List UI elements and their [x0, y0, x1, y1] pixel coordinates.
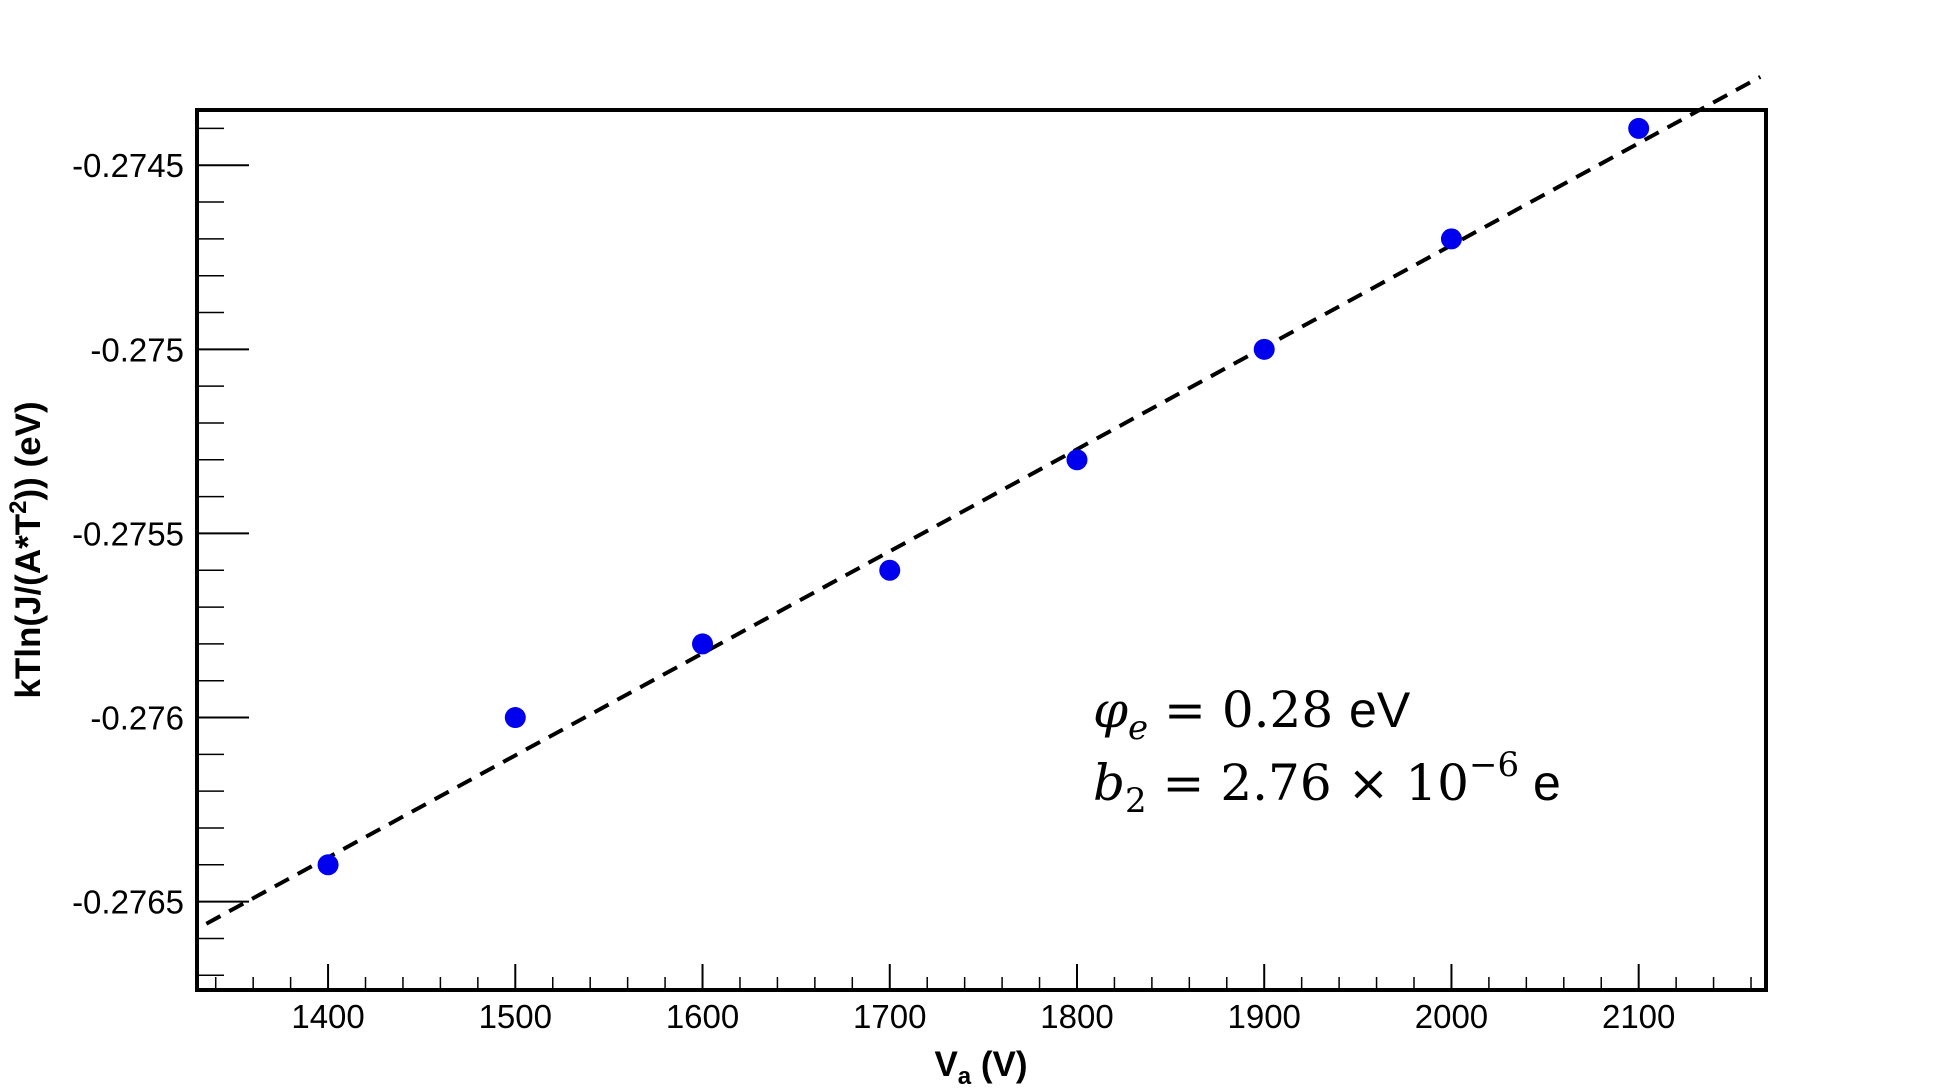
x-major-ticks	[327, 964, 1640, 990]
annotation-phi-symbol: φ	[1093, 681, 1128, 739]
y-axis-title-unit: )) (eV)	[9, 401, 48, 500]
y-tick-labels: -0.2765 -0.276 -0.2755 -0.275 -0.2745	[72, 147, 184, 920]
annotation-b2: b2 = 2.76 × 10−6 e	[1093, 745, 1561, 821]
x-axis-title-unit: (V)	[971, 1045, 1027, 1084]
annotation-phi: φe = 0.28 eV	[1093, 681, 1411, 748]
x-tick-label: 1400	[291, 998, 364, 1035]
data-point	[1066, 449, 1088, 471]
y-axis-title-sup: 2	[5, 501, 32, 514]
y-minor-ticks	[197, 127, 224, 977]
x-tick-label: 2000	[1415, 998, 1488, 1035]
annotation-phi-eq: = 0.28	[1148, 681, 1349, 739]
y-axis-title: kTln(J/(A*T2)) (eV)	[5, 401, 48, 698]
annotation-b-unit: e	[1519, 755, 1561, 811]
x-tick-label: 1600	[666, 998, 739, 1035]
annotation-b-eq: = 2.76 × 10	[1147, 754, 1469, 812]
data-point	[504, 707, 526, 729]
x-axis-title-sub: a	[958, 1063, 972, 1090]
x-tick-labels: 1400 1500 1600 1700 1800 1900 2000 2100	[291, 998, 1675, 1035]
annotation-b-sub: 2	[1125, 781, 1147, 821]
plot-frame	[195, 108, 1768, 992]
fit-line	[205, 75, 1762, 926]
annotation-phi-sub: e	[1128, 708, 1148, 748]
x-tick-label: 2100	[1602, 998, 1675, 1035]
data-point	[1253, 338, 1275, 360]
y-tick-label: -0.276	[90, 700, 184, 737]
data-point	[317, 854, 339, 876]
data-point	[1628, 117, 1650, 139]
y-tick-label: -0.275	[90, 331, 184, 368]
y-tick-label: -0.2755	[72, 515, 184, 552]
x-axis-title: Va (V)	[934, 1045, 1027, 1090]
x-tick-label: 1700	[853, 998, 926, 1035]
data-point	[692, 633, 714, 655]
x-tick-label: 1800	[1040, 998, 1113, 1035]
annotation-b-symbol: b	[1093, 754, 1125, 812]
y-tick-label: -0.2745	[72, 147, 184, 184]
annotation-b-exp: −6	[1469, 745, 1519, 785]
x-tick-label: 1500	[479, 998, 552, 1035]
x-axis-title-main: V	[934, 1045, 958, 1084]
annotation-phi-unit: eV	[1349, 682, 1411, 738]
data-point	[879, 559, 901, 581]
data-point	[1440, 228, 1462, 250]
y-tick-label: -0.2765	[72, 884, 184, 921]
y-axis-title-main: kTln(J/(A*T	[9, 514, 48, 699]
y-major-ticks	[197, 164, 249, 903]
x-tick-label: 1900	[1228, 998, 1301, 1035]
data-points	[317, 117, 1650, 876]
x-minor-ticks	[214, 977, 1752, 990]
